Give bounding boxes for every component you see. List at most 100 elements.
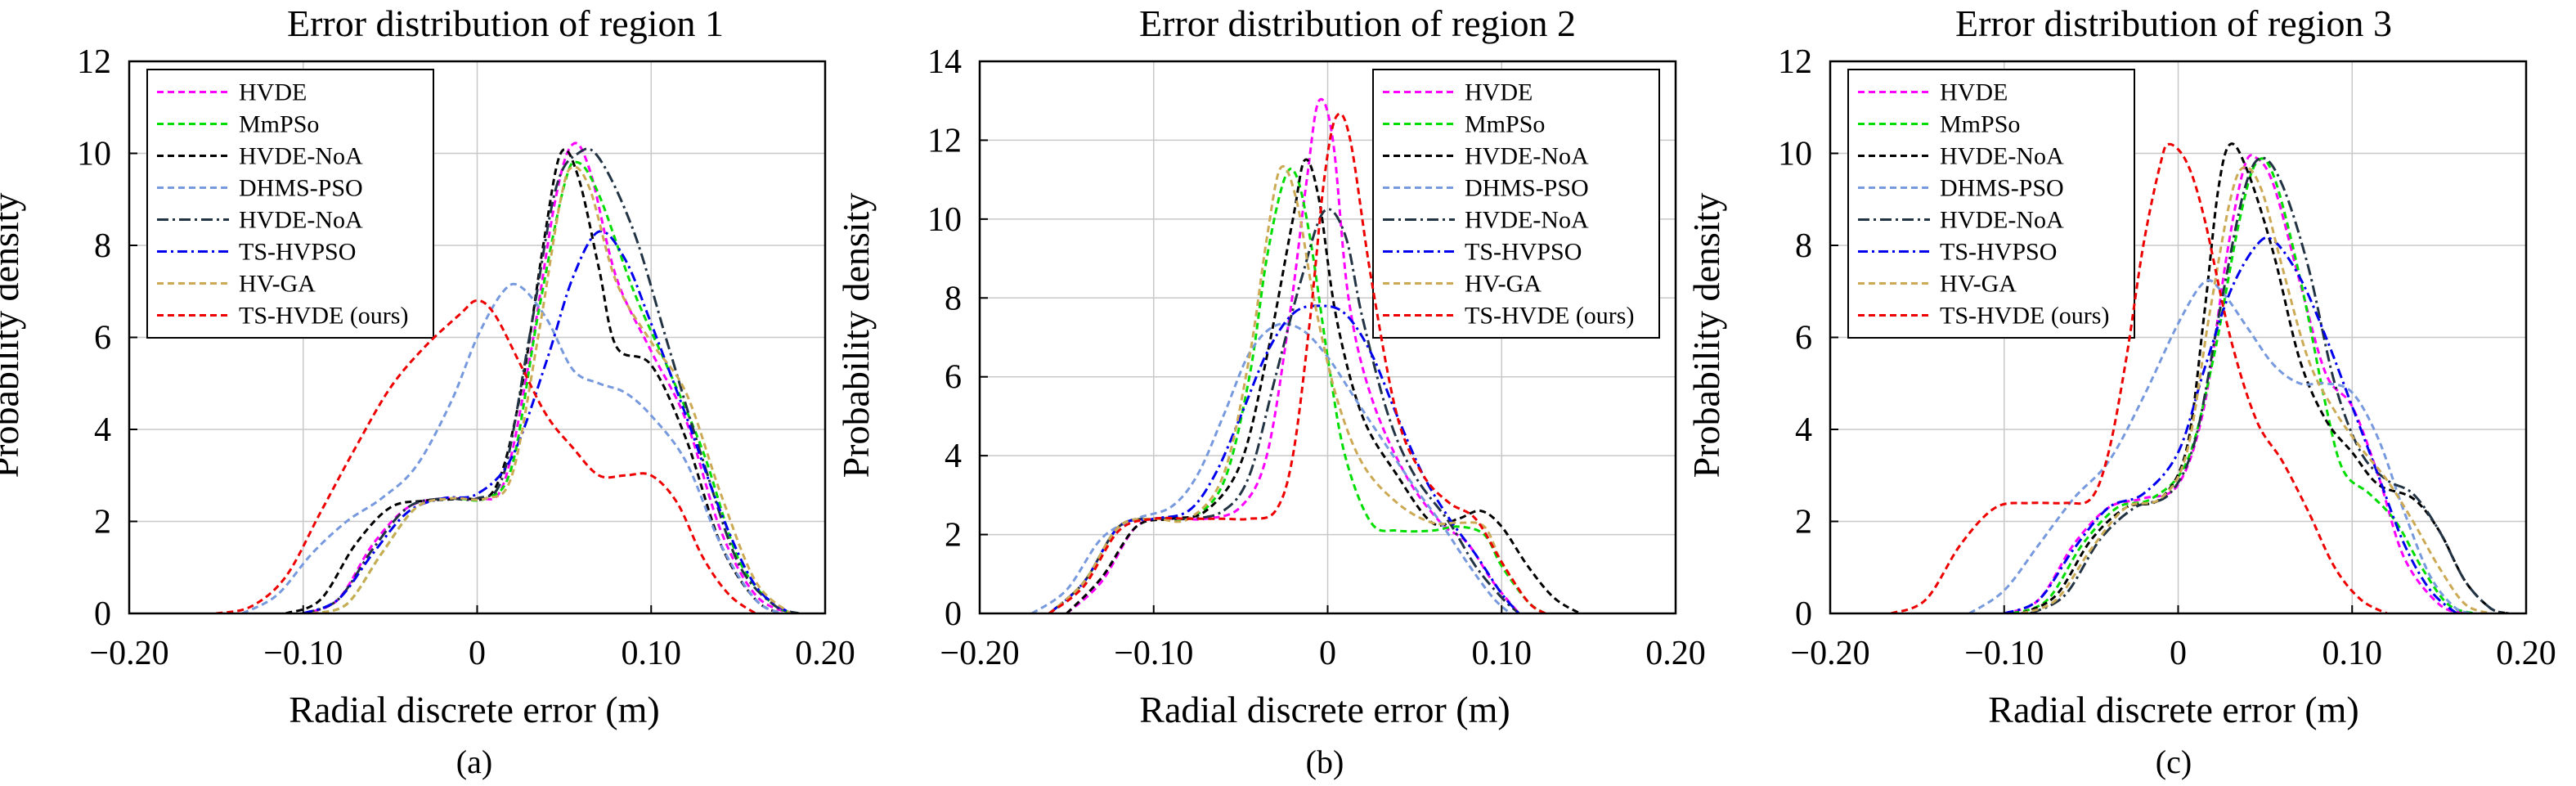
series-line xyxy=(312,160,800,613)
x-tick-label: 0.10 xyxy=(622,635,682,672)
series-line xyxy=(285,148,783,613)
series-line xyxy=(241,282,783,613)
series-lines xyxy=(1890,142,2510,613)
y-tick-label: 10 xyxy=(1778,136,1812,173)
legend: HVDE MmPSo HVDE-NoA DHMS-PSO HVDE-NoA TS… xyxy=(1847,69,2135,339)
series-line xyxy=(303,147,800,613)
panel-label: (b) xyxy=(1306,743,1344,780)
chart-panel-c: Error distribution of region 3 Probabili… xyxy=(1685,2,2556,780)
y-tick-label: 14 xyxy=(927,43,962,81)
legend-label: HVDE-NoA xyxy=(239,207,363,234)
legend-label: DHMS-PSO xyxy=(1465,175,1589,202)
chart-panel-a: Error distribution of region 1 Probabili… xyxy=(0,2,855,780)
legend-label: HVDE-NoA xyxy=(1465,207,1589,234)
series-line xyxy=(1066,158,1581,613)
legend-label: MmPSo xyxy=(1940,111,2020,138)
legend-label: HV-GA xyxy=(239,271,316,298)
series-line xyxy=(216,299,756,613)
y-tick-labels: 0 2 4 6 8 10 12 14 xyxy=(927,43,962,633)
y-tick-label: 8 xyxy=(94,227,111,265)
legend-label: HV-GA xyxy=(1940,271,2017,298)
legend-label: DHMS-PSO xyxy=(239,175,363,202)
legend-label: TS-HVPSO xyxy=(1465,239,1582,266)
y-axis-label: Probability density xyxy=(835,193,877,478)
series-line xyxy=(1968,279,2475,613)
series-line xyxy=(1048,167,1546,613)
chart-title: Error distribution of region 2 xyxy=(1139,2,1576,44)
series-line xyxy=(2021,165,2492,613)
y-tick-label: 10 xyxy=(77,136,111,173)
x-tick-labels: −0.20 −0.10 0 0.10 0.20 xyxy=(89,635,855,672)
legend-label: TS-HVDE (ours) xyxy=(1940,303,2109,330)
legend-label: TS-HVPSO xyxy=(1940,239,2057,266)
x-tick-label: −0.20 xyxy=(940,635,1019,672)
y-tick-label: 2 xyxy=(945,517,962,555)
x-tick-label: 0.20 xyxy=(795,635,855,672)
series-line xyxy=(1890,142,2388,613)
y-tick-label: 4 xyxy=(94,411,111,449)
series-line xyxy=(2004,154,2466,613)
y-tick-label: 4 xyxy=(1795,411,1812,449)
y-tick-label: 0 xyxy=(945,595,962,633)
series-lines xyxy=(216,141,800,613)
legend-label: HVDE-NoA xyxy=(239,143,363,170)
y-tick-label: 6 xyxy=(94,320,111,357)
x-axis-label: Radial discrete error (m) xyxy=(1988,689,2358,730)
series-line xyxy=(1030,322,1511,613)
chart-title: Error distribution of region 3 xyxy=(1955,2,2392,44)
y-tick-label: 2 xyxy=(94,504,111,541)
x-axis-label: Radial discrete error (m) xyxy=(289,689,659,730)
y-tick-label: 8 xyxy=(1795,227,1812,265)
y-tick-label: 10 xyxy=(927,201,962,239)
legend-box xyxy=(146,69,434,339)
legend-label: HVDE xyxy=(1940,79,2008,106)
x-tick-label: −0.10 xyxy=(1964,635,2044,672)
legend: HVDE MmPSo HVDE-NoA DHMS-PSO HVDE-NoA TS… xyxy=(1372,69,1660,339)
x-tick-labels: −0.20 −0.10 0 0.10 0.20 xyxy=(940,635,1705,672)
x-tick-label: 0.20 xyxy=(2496,635,2556,672)
legend-label: HVDE-NoA xyxy=(1940,143,2064,170)
x-tick-label: 0 xyxy=(1319,635,1336,672)
legend-label: MmPSo xyxy=(1465,111,1545,138)
series-line xyxy=(303,141,792,613)
y-axis-label: Probability density xyxy=(0,193,26,478)
series-line xyxy=(2004,236,2457,613)
y-tick-label: 8 xyxy=(945,280,962,317)
chart-title: Error distribution of region 1 xyxy=(287,2,724,44)
legend-label: HVDE-NoA xyxy=(1940,207,2064,234)
y-tick-label: 12 xyxy=(1778,43,1812,81)
legend-label: MmPSo xyxy=(239,111,319,138)
x-tick-label: −0.20 xyxy=(89,635,168,672)
legend-label: TS-HVDE (ours) xyxy=(1465,303,1634,330)
legend-label: HV-GA xyxy=(1465,271,1542,298)
y-tick-label: 2 xyxy=(1795,504,1812,541)
y-tick-label: 12 xyxy=(927,122,962,159)
x-axis-label: Radial discrete error (m) xyxy=(1139,689,1510,730)
x-tick-label: −0.10 xyxy=(263,635,343,672)
y-tick-label: 4 xyxy=(945,438,962,475)
x-tick-label: 0 xyxy=(469,635,486,672)
series-line xyxy=(312,165,792,613)
series-line xyxy=(303,230,792,613)
panel-label: (c) xyxy=(2156,743,2192,780)
legend-label: TS-HVDE (ours) xyxy=(239,303,408,330)
series-lines xyxy=(1030,97,1581,613)
legend-label: HVDE-NoA xyxy=(1465,143,1589,170)
x-tick-label: 0 xyxy=(2170,635,2187,672)
legend-label: TS-HVPSO xyxy=(239,239,356,266)
y-tick-label: 6 xyxy=(1795,320,1812,357)
y-axis-label: Probability density xyxy=(1685,193,1727,478)
x-tick-label: 0.10 xyxy=(1472,635,1533,672)
y-tick-label: 0 xyxy=(1795,595,1812,633)
legend-box xyxy=(1372,69,1660,339)
legend-label: DHMS-PSO xyxy=(1940,175,2064,202)
chart-panel-b: Error distribution of region 2 Probabili… xyxy=(835,2,1706,780)
y-tick-label: 6 xyxy=(945,359,962,397)
legend-label: HVDE xyxy=(1465,79,1533,106)
legend-box xyxy=(1847,69,2135,339)
series-line xyxy=(1048,112,1546,613)
series-line xyxy=(1048,164,1546,613)
x-tick-label: −0.10 xyxy=(1114,635,1193,672)
x-tick-labels: −0.20 −0.10 0 0.10 0.20 xyxy=(1790,635,2556,672)
